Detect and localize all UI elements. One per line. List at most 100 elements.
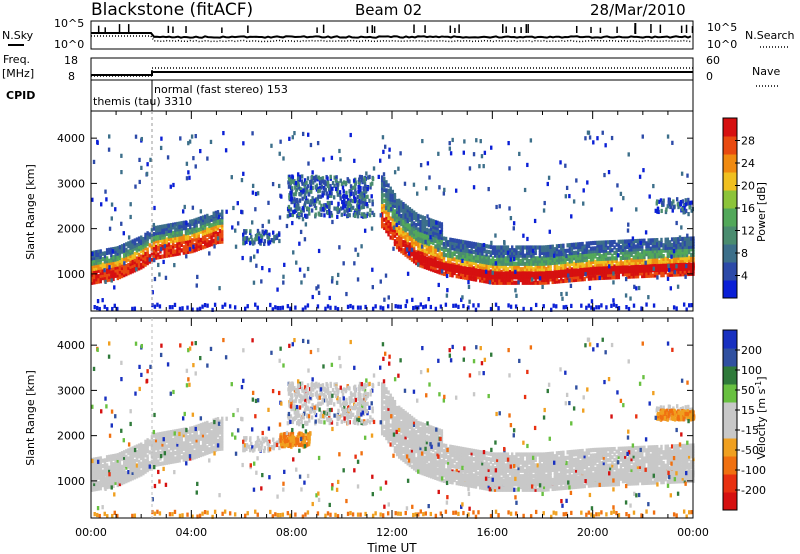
- power-cell-band: [184, 242, 188, 247]
- power-cell-noise: [293, 131, 296, 136]
- velocity-cell-band: [380, 431, 384, 436]
- power-cell-band: [560, 251, 563, 257]
- power-cell-band: [410, 216, 414, 222]
- power-cell-band: [165, 237, 169, 242]
- power-cell-band: [496, 250, 499, 256]
- power-cell-near: [279, 305, 282, 311]
- power-cell-band: [543, 253, 546, 258]
- power-cell-noise: [110, 278, 113, 283]
- power-cell-band: [393, 230, 397, 236]
- power-cell-noise: [152, 222, 156, 228]
- power-cell-band: [208, 240, 211, 245]
- power-cell-band: [553, 260, 557, 265]
- power-cell-band: [402, 242, 405, 247]
- power-cell-band: [206, 216, 209, 221]
- power-cell-band: [91, 269, 94, 275]
- velocity-cell-band: [152, 455, 156, 460]
- power-cell-band: [206, 240, 209, 246]
- power-cell-patch0: [286, 214, 290, 219]
- power-cell-band: [479, 278, 482, 283]
- power-cell-band: [91, 264, 94, 269]
- power-cell-band: [606, 251, 610, 256]
- nsky-tick-high: 10^5: [54, 17, 84, 30]
- power-cell-band: [116, 275, 119, 281]
- power-cell-near: [364, 304, 367, 310]
- power-cell-band: [112, 246, 115, 252]
- power-cell-gs: [632, 265, 636, 270]
- power-cell-band: [656, 246, 659, 251]
- velocity-cell-band: [169, 432, 173, 437]
- power-cell-band: [146, 242, 149, 247]
- velocity-cell-band: [210, 446, 213, 451]
- power-cell-band: [557, 257, 561, 262]
- power-cell-gs: [487, 270, 491, 275]
- power-cell-band: [568, 243, 571, 248]
- power-cell-band: [186, 241, 190, 246]
- power-cell-band: [628, 247, 631, 252]
- power-cell-band: [493, 277, 497, 283]
- velocity-cell-band: [97, 462, 100, 467]
- velocity-cell-band: [142, 460, 145, 465]
- power-cell-noise: [508, 206, 511, 211]
- power-cell-noise: [412, 182, 416, 187]
- power-cell-band: [395, 242, 399, 247]
- power-cell-patch2: [687, 197, 690, 203]
- velocity-cell-band: [197, 448, 201, 453]
- power-cell-band: [453, 249, 456, 254]
- velocity-cell-band: [184, 432, 188, 437]
- power-cell-band: [195, 236, 198, 241]
- power-cell-patch1: [255, 235, 258, 241]
- power-cell-band: [133, 268, 137, 273]
- velocity-cell-band: [95, 476, 98, 481]
- power-cell-band: [500, 245, 503, 250]
- power-cell-band: [201, 215, 205, 220]
- power-cell-band: [193, 226, 196, 231]
- power-cell-band: [214, 221, 218, 226]
- power-cell-gs: [419, 254, 422, 259]
- power-cell-band: [169, 231, 173, 236]
- power-cell-patch0: [319, 185, 323, 190]
- velocity-cell-band: [137, 470, 141, 475]
- power-cell-band: [551, 252, 554, 257]
- power-cell-band: [204, 230, 207, 236]
- power-cell-band: [555, 260, 559, 265]
- power-cell-band: [553, 266, 557, 271]
- power-cell-band: [468, 260, 471, 265]
- power-cell-noise: [598, 275, 601, 280]
- power-cell-band: [630, 258, 633, 263]
- power-cell-band: [97, 249, 100, 254]
- power-cell-patch0: [323, 187, 327, 192]
- velocity-cell-band: [208, 436, 211, 441]
- velocity-cell-band: [161, 450, 164, 455]
- power-cell-band: [549, 252, 552, 258]
- power-cell-noise: [172, 182, 175, 188]
- power-cell-band: [630, 244, 633, 249]
- velocity-cell-band: [201, 430, 205, 435]
- power-cell-band: [547, 258, 550, 263]
- power-cell-band: [468, 262, 471, 267]
- power-cell-band: [165, 223, 169, 228]
- power-cell-band: [641, 260, 644, 265]
- power-cell-noise: [668, 267, 671, 273]
- velocity-cell-band: [165, 438, 169, 444]
- power-cell-band: [547, 244, 550, 250]
- power-cell-band: [380, 221, 384, 226]
- power-cell-band: [502, 264, 505, 269]
- power-cell-gs: [438, 261, 442, 266]
- power-cell-noise: [582, 188, 585, 193]
- velocity-cell-band: [167, 454, 171, 460]
- power-cell-band: [116, 270, 119, 275]
- power-cell-band: [214, 216, 218, 221]
- power-cell-gs: [406, 245, 410, 250]
- power-cell-band: [389, 186, 392, 191]
- power-cell-band: [577, 244, 580, 250]
- power-cell-patch0: [354, 190, 358, 196]
- power-cell-band: [406, 218, 409, 224]
- power-cell-noise: [110, 216, 113, 221]
- power-cell-band: [568, 259, 571, 264]
- power-cell-band: [114, 246, 117, 251]
- power-cell-patch1: [259, 240, 262, 246]
- power-cell-band: [122, 245, 126, 251]
- velocity-cell-band: [165, 457, 169, 463]
- power-cell-band: [442, 271, 446, 276]
